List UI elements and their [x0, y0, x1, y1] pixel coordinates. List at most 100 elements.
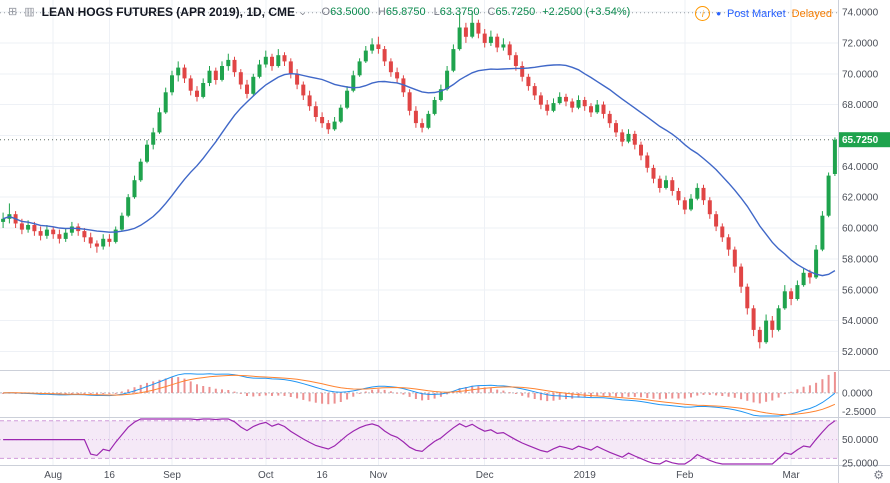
ohlc-readout: O63.5000 H65.8750 L63.3750 C65.7250 — [322, 6, 536, 18]
rsi-line — [3, 418, 836, 465]
candle — [232, 56, 237, 77]
candle — [370, 38, 375, 54]
candle — [589, 103, 593, 117]
macd-histogram — [2, 372, 836, 405]
candle — [720, 223, 725, 242]
time-tick-label: Nov — [370, 470, 388, 481]
time-tick-label: Aug — [44, 470, 62, 481]
candle — [176, 61, 181, 82]
candle — [126, 194, 131, 218]
candle — [601, 101, 606, 119]
candle — [57, 229, 62, 244]
candle — [689, 194, 693, 212]
candle — [595, 100, 600, 114]
candle — [782, 285, 787, 310]
candle — [832, 137, 837, 176]
candle — [151, 127, 156, 150]
candle — [407, 89, 412, 116]
candle — [438, 84, 443, 102]
candle — [507, 41, 512, 60]
candle — [376, 36, 381, 54]
candle — [420, 118, 425, 133]
candle — [413, 106, 418, 128]
time-tick-label: 16 — [317, 470, 329, 481]
candle — [576, 95, 581, 110]
price-tick-label: 58.0000 — [842, 254, 879, 265]
settings-gear-icon[interactable]: ⚙ — [873, 468, 884, 482]
candle — [570, 98, 575, 113]
candle — [107, 234, 112, 247]
delayed-label[interactable]: Delayed — [791, 7, 832, 20]
layout-grid-icon[interactable]: ⊞ — [8, 5, 18, 18]
candle — [145, 140, 149, 164]
candle — [245, 79, 249, 99]
symbol-title[interactable]: LEAN HOGS FUTURES (APR 2019), 1D, CME — [41, 5, 295, 19]
candle — [814, 245, 819, 279]
price-tick-label: 68.0000 — [842, 100, 879, 111]
candle — [257, 59, 262, 79]
candle — [132, 175, 137, 199]
candle — [545, 100, 550, 116]
macd-line — [3, 373, 836, 417]
candle — [51, 226, 56, 239]
candle — [307, 90, 312, 111]
macd-tick-label: 0.0000 — [842, 388, 873, 399]
candle — [388, 58, 393, 77]
candle — [520, 61, 525, 82]
candle — [632, 130, 637, 150]
candle — [664, 175, 668, 190]
last-price-badge[interactable] — [839, 132, 890, 148]
time-axis[interactable]: Aug 16 Sep Oct 16 Nov Dec 2019 Feb Mar — [44, 470, 800, 481]
close-value: C65.7250 — [487, 6, 536, 18]
candle — [614, 120, 618, 137]
ma-line — [2, 64, 836, 277]
candle — [639, 141, 643, 161]
time-tick-label: 16 — [104, 470, 116, 481]
candle — [188, 75, 193, 96]
post-market-label[interactable]: Post Market — [726, 7, 786, 20]
candle — [76, 223, 81, 236]
candle — [357, 58, 362, 77]
candle — [582, 96, 587, 111]
chevron-down-icon[interactable]: ⌄ — [299, 6, 307, 17]
price-tick-label: 56.0000 — [842, 285, 879, 296]
candle — [363, 46, 368, 63]
candle — [276, 49, 281, 68]
candle — [238, 69, 243, 90]
candle — [701, 184, 706, 205]
macd-tick-label: -2.5000 — [842, 407, 876, 418]
candle — [607, 110, 612, 128]
candle — [113, 226, 118, 244]
price-tick-label: 52.0000 — [842, 347, 879, 358]
candle — [432, 96, 437, 116]
candle — [470, 12, 475, 39]
price-axis[interactable]: 74.0000 72.0000 70.0000 68.0000 64.0000 62.00… — [842, 8, 879, 470]
candle — [395, 67, 400, 83]
candle — [488, 30, 493, 46]
info-icon[interactable]: i — [695, 6, 711, 21]
candle — [38, 226, 43, 241]
candle — [751, 305, 756, 337]
candle — [326, 120, 331, 134]
candle — [776, 305, 781, 332]
candle — [726, 234, 731, 256]
candle — [820, 211, 825, 252]
market-status-area: i • Post Market Delayed — [695, 6, 832, 21]
candle — [382, 46, 387, 66]
candle — [532, 83, 537, 100]
candle — [789, 288, 794, 306]
candle — [220, 61, 224, 82]
candle — [94, 240, 99, 253]
candle — [482, 29, 487, 48]
candle — [7, 203, 12, 224]
candle — [182, 64, 187, 83]
bar-chart-icon[interactable]: ▥ — [24, 5, 35, 18]
candle — [695, 183, 700, 201]
price-tick-label: 54.0000 — [842, 316, 879, 327]
candle — [457, 13, 462, 51]
candle — [657, 175, 662, 193]
candle — [476, 19, 481, 39]
